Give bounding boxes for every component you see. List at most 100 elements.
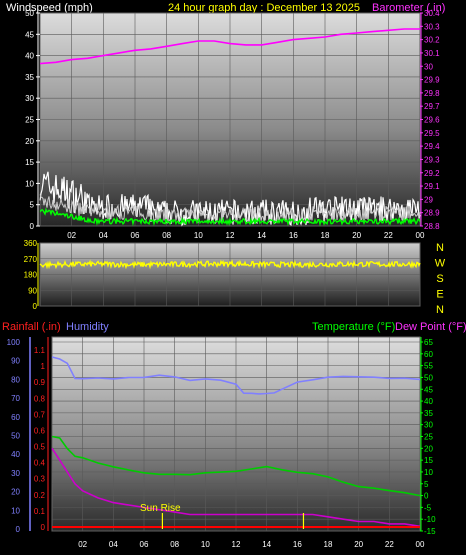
wind-x-tick-label: 20 [352, 231, 361, 240]
temperature-tick-label: 5 [424, 480, 429, 489]
barometer-tick-label: 28.9 [424, 209, 440, 218]
temperature-x-tick-label: 02 [78, 540, 87, 549]
humidity-tick-label: 20 [11, 488, 20, 497]
humidity-line [51, 356, 421, 395]
temperature-x-tick-label: 10 [201, 540, 210, 549]
temperature-x-tick-label: 16 [293, 540, 302, 549]
temperature-tick-label: 35 [424, 409, 433, 418]
barometer-tick-label: 29.1 [424, 182, 440, 191]
wind-y-axis: 0 5 10 15 20 25 30 35 40 45 50 [25, 9, 40, 231]
barometer-tick-label: 29.6 [424, 116, 440, 125]
temperature-axis-title: Temperature (°F) [312, 321, 395, 333]
dewpoint-axis-title: Dew Point (°F) [395, 321, 466, 333]
wind-tick-label: 25 [25, 116, 34, 125]
temperature-tick-label: 55 [424, 362, 433, 371]
barometer-series [39, 28, 420, 65]
temperature-tick-label: 60 [424, 350, 433, 359]
compass-label: S [436, 273, 443, 285]
rainfall-axis-title: Rainfall (.in) [2, 321, 61, 333]
rainfall-y-axis: 0 0.1 0.2 0.3 0.4 0.5 0.6 0.7 0.8 0.9 1 1.1 [34, 337, 49, 532]
rainfall-tick-label: 0.7 [34, 410, 46, 419]
wind-average-line [39, 207, 421, 227]
barometer-tick-label: 30 [424, 62, 433, 71]
compass-label: E [436, 289, 443, 301]
temperature-tick-label: 40 [424, 397, 433, 406]
wind-tick-label: 15 [25, 158, 34, 167]
wind-series [39, 171, 421, 227]
temperature-line [51, 435, 421, 497]
humidity-tick-label: 100 [7, 338, 21, 347]
rainfall-tick-label: 0.2 [34, 491, 46, 500]
wind-tick-label: 10 [25, 179, 34, 188]
direction-tick-label: 270 [24, 255, 38, 264]
rainfall-tick-label: 0.3 [34, 475, 46, 484]
wind-x-tick-label: 00 [416, 231, 425, 240]
temperature-tick-label: -10 [424, 515, 436, 524]
wind-gust-line [39, 171, 421, 227]
wind-x-tick-label: 12 [226, 231, 235, 240]
wind-x-tick-label: 10 [194, 231, 203, 240]
temperature-x-tick-label: 20 [354, 540, 363, 549]
temperature-y-axis: -15 -10 -5 0 5 10 15 20 25 30 35 40 45 50 55 60 65 [420, 337, 436, 536]
direction-line [39, 259, 421, 270]
temperature-tick-label: 20 [424, 444, 433, 453]
barometer-tick-label: 29.7 [424, 102, 440, 111]
temperature-tick-label: 45 [424, 385, 433, 394]
barometer-tick-label: 29.2 [424, 169, 440, 178]
direction-tick-label: 90 [28, 286, 37, 295]
barometer-tick-label: 29.5 [424, 129, 440, 138]
compass-label: W [435, 258, 446, 270]
wind-x-tick-label: 06 [131, 231, 140, 240]
wind-tick-label: 20 [25, 137, 34, 146]
wind-tick-label: 5 [30, 201, 35, 210]
temperature-tick-label: 15 [424, 456, 433, 465]
wind-tick-label: 35 [25, 73, 34, 82]
temperature-tick-label: 10 [424, 468, 433, 477]
wind-tick-label: 40 [25, 52, 34, 61]
wind-speed-line [39, 194, 421, 225]
temperature-tick-label: 0 [424, 492, 429, 501]
barometer-tick-label: 28.8 [424, 222, 440, 231]
humidity-tick-label: 50 [11, 432, 20, 441]
temperature-tick-label: 65 [424, 338, 433, 347]
temperature-tick-label: 25 [424, 433, 433, 442]
humidity-tick-label: 40 [11, 450, 20, 459]
rainfall-tick-label: 0 [41, 523, 46, 532]
sunrise-label: Sun Rise [140, 503, 181, 514]
rainfall-tick-label: 0.1 [34, 507, 46, 516]
compass-label: N [436, 242, 444, 254]
wind-axis-title: Windspeed (mph) [6, 2, 93, 14]
temperature-tick-label: 50 [424, 373, 433, 382]
temperature-x-tick-label: 00 [416, 540, 425, 549]
temperature-x-tick-label: 06 [140, 540, 149, 549]
humidity-tick-label: 0 [16, 525, 21, 534]
rainfall-tick-label: 0.6 [34, 426, 46, 435]
wind-x-tick-label: 14 [257, 231, 266, 240]
wind-tick-label: 0 [30, 222, 35, 231]
sun-markers [161, 513, 305, 529]
wind-x-tick-label: 16 [289, 231, 298, 240]
barometer-tick-label: 30.3 [424, 22, 440, 31]
chart-title: 24 hour graph day : December 13 2025 [168, 2, 360, 14]
wind-x-tick-label: 04 [99, 231, 108, 240]
barometer-tick-label: 30.2 [424, 36, 440, 45]
wind-x-tick-label: 22 [384, 231, 393, 240]
wind-tick-label: 45 [25, 30, 34, 39]
temperature-x-tick-label: 22 [385, 540, 394, 549]
temperature-x-tick-label: 12 [232, 540, 241, 549]
humidity-tick-label: 60 [11, 413, 20, 422]
rainfall-tick-label: 1 [41, 362, 46, 371]
temperature-series [51, 356, 421, 528]
rainfall-tick-label: 0.4 [34, 459, 46, 468]
temperature-x-tick-label: 18 [324, 540, 333, 549]
barometer-tick-label: 29 [424, 195, 433, 204]
barometer-y-axis: 28.8 28.9 29 29.1 29.2 29.3 29.4 29.5 29.6 29.7 29… [420, 9, 440, 231]
wind-x-tick-label: 02 [67, 231, 76, 240]
barometer-tick-label: 30.1 [424, 49, 440, 58]
temperature-x-tick-label: 14 [262, 540, 271, 549]
wind-x-tick-label: 08 [162, 231, 171, 240]
humidity-axis-title: Humidity [66, 321, 109, 333]
humidity-tick-label: 10 [11, 506, 20, 515]
humidity-tick-label: 90 [11, 357, 20, 366]
